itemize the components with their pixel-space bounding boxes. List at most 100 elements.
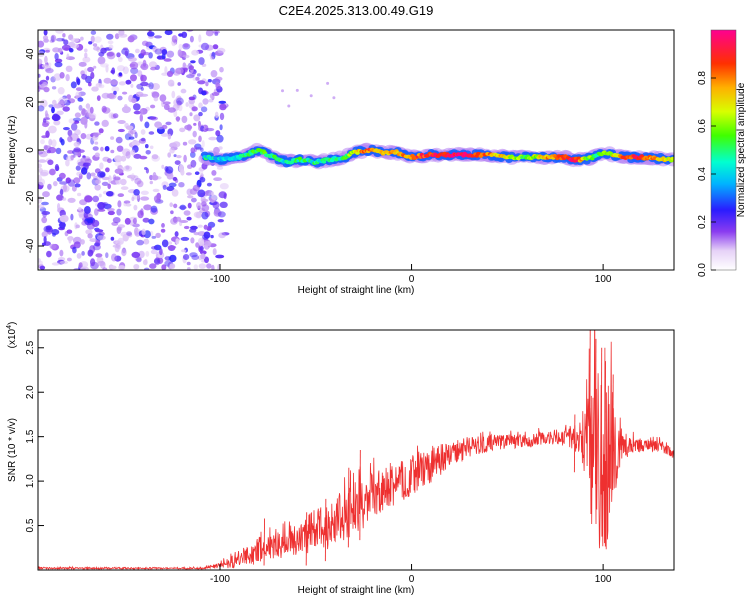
track-segment (233, 157, 238, 161)
noise-blob (125, 165, 130, 170)
noise-blob (186, 216, 192, 221)
noise-blob (193, 122, 197, 126)
noise-blob (75, 224, 80, 229)
noise-blob (46, 250, 52, 258)
noise-blob (134, 227, 139, 236)
noise-blob (138, 250, 145, 259)
noise-blob (63, 39, 69, 46)
noise-blob (169, 254, 177, 263)
noise-blob (47, 62, 52, 67)
noise-blob (47, 159, 54, 166)
snr-y-tick-label: 1.0 (25, 474, 36, 488)
noise-blob (188, 65, 194, 71)
noise-blob (161, 223, 165, 228)
colorbar-tick-label: 0.4 (697, 167, 708, 181)
noise-blob (97, 202, 106, 210)
noise-blob (161, 124, 168, 130)
noise-blob (74, 129, 81, 136)
noise-blob (137, 194, 140, 202)
noise-blob (130, 149, 136, 156)
noise-blob (124, 217, 131, 225)
noise-blob (199, 147, 204, 152)
noise-blob (101, 105, 107, 113)
noise-blob (38, 195, 43, 204)
noise-blob (110, 265, 117, 270)
noise-blob (73, 177, 81, 184)
noise-blob (131, 251, 141, 258)
snr-x-tick-label: -100 (210, 574, 230, 585)
noise-blob (140, 63, 149, 71)
noise-blob (143, 238, 150, 245)
noise-blob (182, 64, 190, 68)
noise-blob (150, 205, 158, 213)
noise-blob (60, 138, 65, 146)
noise-blob (183, 225, 190, 230)
snr-x-axis-label: Height of straight line (km) (298, 585, 415, 596)
noise-blob (167, 107, 176, 113)
noise-blob (51, 106, 55, 114)
noise-blob (117, 65, 125, 72)
noise-blob (199, 169, 204, 175)
noise-blob (100, 47, 107, 54)
noise-blob (182, 54, 190, 59)
noise-blob (185, 172, 192, 176)
noise-blob (94, 229, 104, 233)
noise-blob (176, 155, 182, 159)
noise-blob (140, 49, 146, 56)
noise-blob (92, 132, 101, 136)
noise-blob (93, 175, 98, 181)
noise-blob (108, 175, 112, 184)
noise-blob (117, 128, 125, 133)
noise-blob (149, 263, 157, 269)
noise-blob (214, 111, 219, 119)
noise-blob (118, 81, 126, 86)
noise-blob (202, 98, 209, 105)
noise-blob (106, 93, 115, 99)
noise-blob (53, 181, 58, 187)
noise-blob (219, 66, 224, 73)
noise-blob (59, 72, 65, 79)
noise-blob (76, 171, 83, 177)
noise-blob (136, 180, 144, 188)
noise-blob (133, 264, 140, 270)
noise-blob (186, 74, 195, 79)
noise-blob (77, 97, 84, 102)
noise-blob (75, 91, 82, 99)
noise-blob (176, 95, 182, 101)
noise-blob (197, 80, 206, 85)
noise-blob (43, 145, 52, 151)
noise-blob (180, 88, 187, 94)
spectrogram-x-tick-label: 100 (595, 274, 612, 285)
noise-blob (139, 108, 148, 115)
noise-blob (48, 138, 53, 146)
noise-blob (141, 228, 146, 236)
noise-blob (193, 114, 201, 122)
spectrogram-x-tick-label: -100 (210, 274, 230, 285)
spectrogram-noise-field (38, 30, 336, 270)
noise-blob (51, 139, 57, 148)
noise-blob (45, 49, 50, 53)
spectrogram-y-axis-label: Frequency (Hz) (7, 116, 18, 185)
noise-blob (203, 240, 212, 247)
noise-blob (153, 195, 160, 203)
noise-blob (169, 202, 173, 207)
noise-blob (181, 31, 188, 38)
noise-blob (145, 150, 151, 155)
noise-blob (120, 178, 127, 186)
noise-blob (52, 113, 60, 122)
noise-blob (133, 189, 140, 196)
noise-blob (107, 183, 111, 190)
noise-blob (161, 164, 165, 169)
noise-blob (83, 211, 89, 219)
noise-blob (145, 144, 149, 149)
snr-peak (347, 467, 350, 548)
noise-blob (164, 66, 168, 74)
noise-blob (173, 203, 178, 209)
noise-blob (217, 219, 224, 223)
noise-blob (200, 106, 208, 113)
noise-blob (216, 166, 224, 170)
noise-blob (108, 44, 114, 50)
noise-blob (139, 93, 149, 97)
noise-blob (198, 111, 203, 117)
noise-blob (167, 245, 177, 249)
